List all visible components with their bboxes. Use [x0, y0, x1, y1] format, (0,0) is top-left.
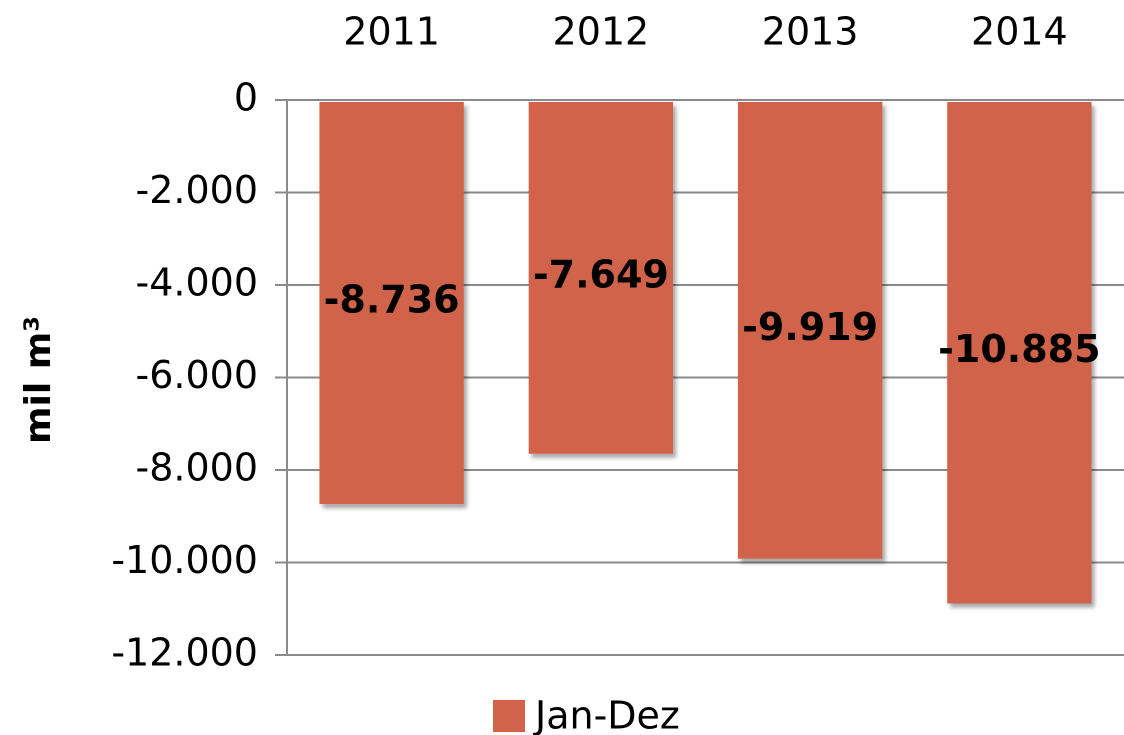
x-tick-label: 2013	[762, 10, 859, 54]
x-tick-label: 2014	[971, 10, 1068, 54]
legend-swatch	[493, 700, 525, 732]
bar	[528, 102, 674, 454]
data-label: -9.919	[742, 305, 878, 349]
bar	[737, 102, 883, 559]
bar	[947, 102, 1092, 604]
legend-label: Jan-Dez	[533, 694, 680, 735]
x-tick-label: 2011	[343, 10, 440, 54]
y-tick-label: -8.000	[136, 446, 259, 490]
data-label: -10.885	[938, 327, 1100, 371]
y-tick-label: -4.000	[136, 261, 259, 305]
x-tick-label: 2012	[553, 10, 650, 54]
y-tick-label: -6.000	[136, 353, 259, 397]
y-tick-label: -2.000	[136, 168, 259, 212]
bar	[319, 102, 464, 505]
y-tick-label: -12.000	[111, 631, 258, 675]
y-tick-label: 0	[234, 76, 258, 120]
data-label: -8.736	[324, 278, 460, 322]
y-tick-label: -10.000	[111, 538, 258, 582]
data-label: -7.649	[533, 252, 669, 296]
y-axis-label: mil m³	[18, 316, 59, 444]
